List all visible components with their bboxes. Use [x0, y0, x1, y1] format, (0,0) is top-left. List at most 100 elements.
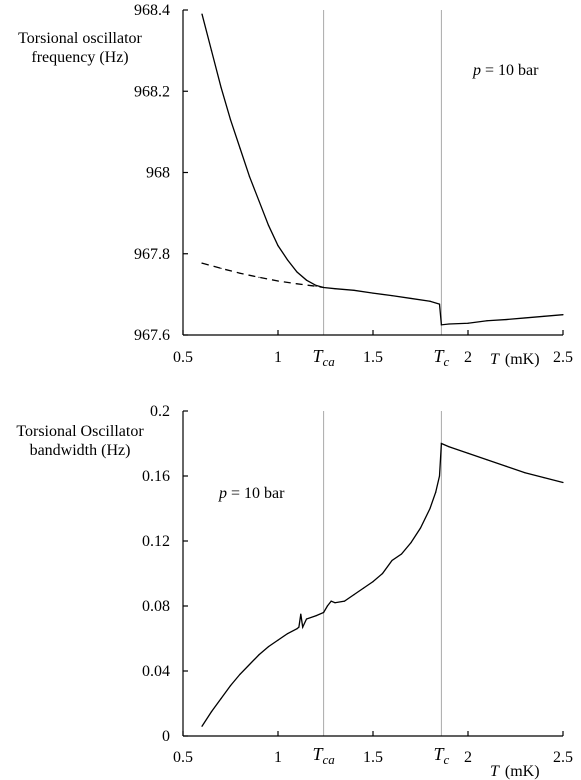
x-axis-variable: T [490, 763, 500, 780]
data-point [286, 633, 289, 635]
data-point [524, 472, 526, 474]
reference-line-symbol: T [312, 744, 324, 764]
data-point [201, 725, 203, 727]
data-point [277, 280, 279, 282]
data-point [343, 600, 346, 602]
pressure-symbol: p [218, 485, 227, 502]
x-tick-label: 0.5 [173, 749, 193, 766]
dashed-series-line [201, 262, 324, 289]
y-tick-label: 0.08 [142, 598, 170, 615]
data-point [330, 600, 332, 602]
x-axis-label: T (mK) [490, 351, 540, 368]
data-point [220, 267, 222, 269]
data-point [435, 491, 437, 493]
data-point [448, 323, 450, 325]
data-point [258, 276, 260, 278]
y-axis-label: frequency (Hz) [31, 49, 128, 66]
data-point [372, 292, 374, 294]
data-point [448, 446, 450, 448]
data-point [229, 685, 232, 687]
y-tick-label: 968 [146, 165, 170, 182]
data-point [562, 481, 564, 484]
data-point [315, 285, 317, 287]
data-point [296, 271, 298, 273]
data-point [296, 628, 298, 630]
x-tick-label: 2.5 [553, 749, 573, 766]
data-point [239, 272, 241, 274]
reference-line-label: Tc [434, 346, 450, 369]
y-tick-label: 967.6 [134, 327, 170, 344]
data-point [248, 175, 251, 178]
y-tick-label: 968.2 [134, 83, 170, 100]
x-tick-label: 2.5 [553, 349, 573, 366]
y-tick-label: 968.4 [134, 2, 170, 19]
x-tick-label: 1.5 [363, 749, 383, 766]
data-point [505, 465, 507, 467]
y-axis-label: Torsional oscillator [18, 30, 142, 47]
data-point [440, 442, 442, 445]
solid-series-line [201, 442, 564, 727]
data-point [239, 673, 241, 675]
data-point [305, 279, 308, 281]
data-point [410, 297, 412, 300]
data-point [562, 314, 564, 316]
data-point [210, 711, 213, 713]
x-axis-unit: (mK) [505, 351, 540, 368]
reference-line-subscript: c [444, 752, 450, 767]
reference-line-label: Tca [312, 346, 335, 369]
pressure-annotation: p = 10 bar [218, 485, 285, 502]
pressure-value: = 10 bar [231, 485, 285, 502]
data-point [201, 262, 203, 264]
data-point [323, 611, 325, 614]
data-point [353, 289, 355, 291]
data-point [220, 86, 222, 88]
data-point [467, 322, 469, 324]
data-point [524, 317, 526, 319]
reference-line-symbol: T [434, 744, 446, 764]
pressure-annotation: p = 10 bar [472, 62, 539, 79]
data-point [438, 303, 441, 305]
reference-line-subscript: ca [322, 752, 335, 767]
y-tick-label: 0.04 [142, 663, 170, 680]
data-point [239, 147, 241, 149]
data-point [334, 602, 336, 604]
x-tick-label: 1 [274, 749, 282, 766]
data-point [248, 663, 251, 666]
data-point [362, 587, 365, 589]
data-point [438, 475, 441, 477]
data-point [323, 286, 325, 289]
reference-line-subscript: ca [322, 354, 335, 369]
reference-line-symbol: T [312, 346, 324, 366]
data-point [440, 324, 442, 326]
x-tick-label: 2 [464, 349, 472, 366]
data-point [400, 553, 403, 555]
x-axis-label: T (mK) [490, 763, 540, 780]
data-point [410, 542, 412, 544]
data-point [543, 477, 545, 479]
x-tick-label: 1 [274, 349, 282, 366]
y-tick-label: 0.12 [142, 533, 170, 550]
data-point [305, 618, 308, 620]
data-point [334, 288, 336, 290]
y-axis-label: bandwidth (Hz) [30, 442, 131, 459]
data-point [391, 559, 393, 562]
data-point [296, 283, 298, 285]
data-point [381, 572, 384, 575]
data-point [372, 581, 374, 583]
data-point [220, 698, 222, 700]
x-axis-unit: (mK) [505, 763, 540, 780]
x-tick-label: 2 [464, 749, 472, 766]
x-tick-label: 1.5 [363, 349, 383, 366]
y-tick-label: 967.8 [134, 246, 170, 263]
data-point [300, 613, 302, 615]
reference-line-symbol: T [434, 346, 446, 366]
data-point [210, 50, 213, 52]
data-point [486, 320, 488, 322]
data-point [353, 594, 355, 596]
data-point [429, 507, 431, 510]
data-point [286, 259, 289, 261]
pressure-symbol: p [472, 62, 481, 79]
data-point [326, 605, 328, 607]
data-point [201, 13, 203, 15]
